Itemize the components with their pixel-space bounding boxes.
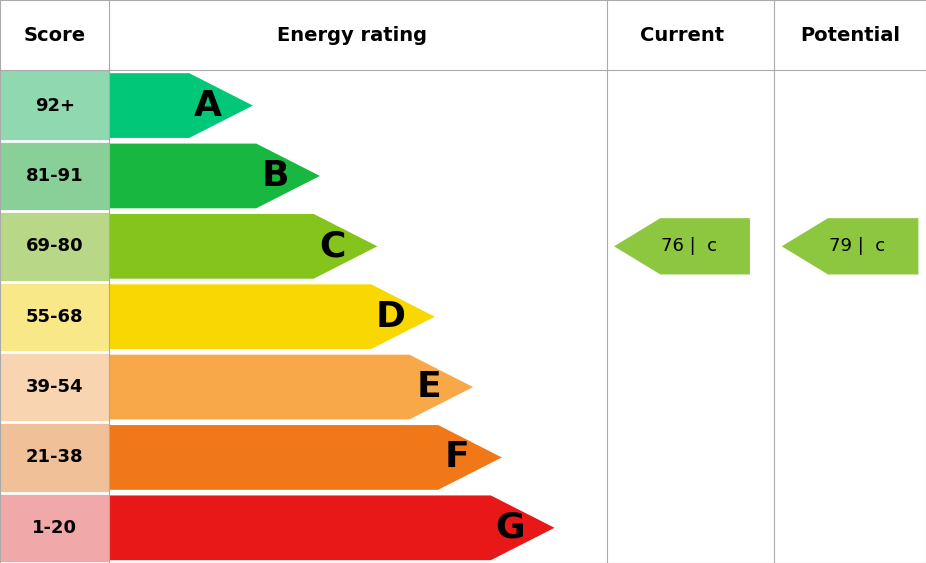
- Text: 39-54: 39-54: [26, 378, 83, 396]
- Polygon shape: [782, 218, 919, 275]
- Text: Score: Score: [23, 26, 86, 44]
- Polygon shape: [109, 355, 473, 419]
- Bar: [607, 493, 926, 563]
- Polygon shape: [614, 218, 750, 275]
- Bar: [0, 282, 109, 352]
- Bar: [0, 70, 109, 141]
- Bar: [0, 141, 109, 211]
- Polygon shape: [109, 214, 378, 279]
- Text: A: A: [194, 88, 222, 123]
- Bar: [109, 422, 607, 493]
- Polygon shape: [109, 73, 253, 138]
- Text: 69-80: 69-80: [26, 238, 83, 255]
- Bar: [109, 493, 607, 563]
- Text: B: B: [262, 159, 289, 193]
- Text: D: D: [375, 300, 406, 334]
- Text: 55-68: 55-68: [26, 308, 83, 325]
- Text: Energy rating: Energy rating: [277, 26, 427, 44]
- Text: 76 |  c: 76 | c: [661, 238, 717, 255]
- Polygon shape: [109, 495, 555, 560]
- Bar: [109, 70, 607, 141]
- Bar: [607, 141, 926, 211]
- Text: E: E: [416, 370, 441, 404]
- Text: C: C: [319, 229, 346, 263]
- Polygon shape: [109, 425, 502, 490]
- Bar: [109, 211, 607, 282]
- Text: 79 |  c: 79 | c: [829, 238, 885, 255]
- Polygon shape: [109, 144, 319, 208]
- Bar: [0, 493, 109, 563]
- Bar: [607, 422, 926, 493]
- Bar: [109, 352, 607, 422]
- Text: Potential: Potential: [800, 26, 900, 44]
- Bar: [0, 211, 109, 282]
- Text: 21-38: 21-38: [26, 449, 83, 466]
- Bar: [0, 352, 109, 422]
- Bar: [0, 422, 109, 493]
- Text: 1-20: 1-20: [32, 519, 77, 537]
- Bar: [607, 352, 926, 422]
- Bar: [109, 141, 607, 211]
- Bar: [109, 282, 607, 352]
- Polygon shape: [109, 284, 435, 349]
- Text: Current: Current: [640, 26, 724, 44]
- Bar: [607, 70, 926, 141]
- Bar: [607, 211, 926, 282]
- Text: 92+: 92+: [34, 97, 75, 114]
- Bar: [607, 282, 926, 352]
- Text: F: F: [444, 440, 469, 475]
- Text: G: G: [495, 511, 525, 545]
- Text: 81-91: 81-91: [26, 167, 83, 185]
